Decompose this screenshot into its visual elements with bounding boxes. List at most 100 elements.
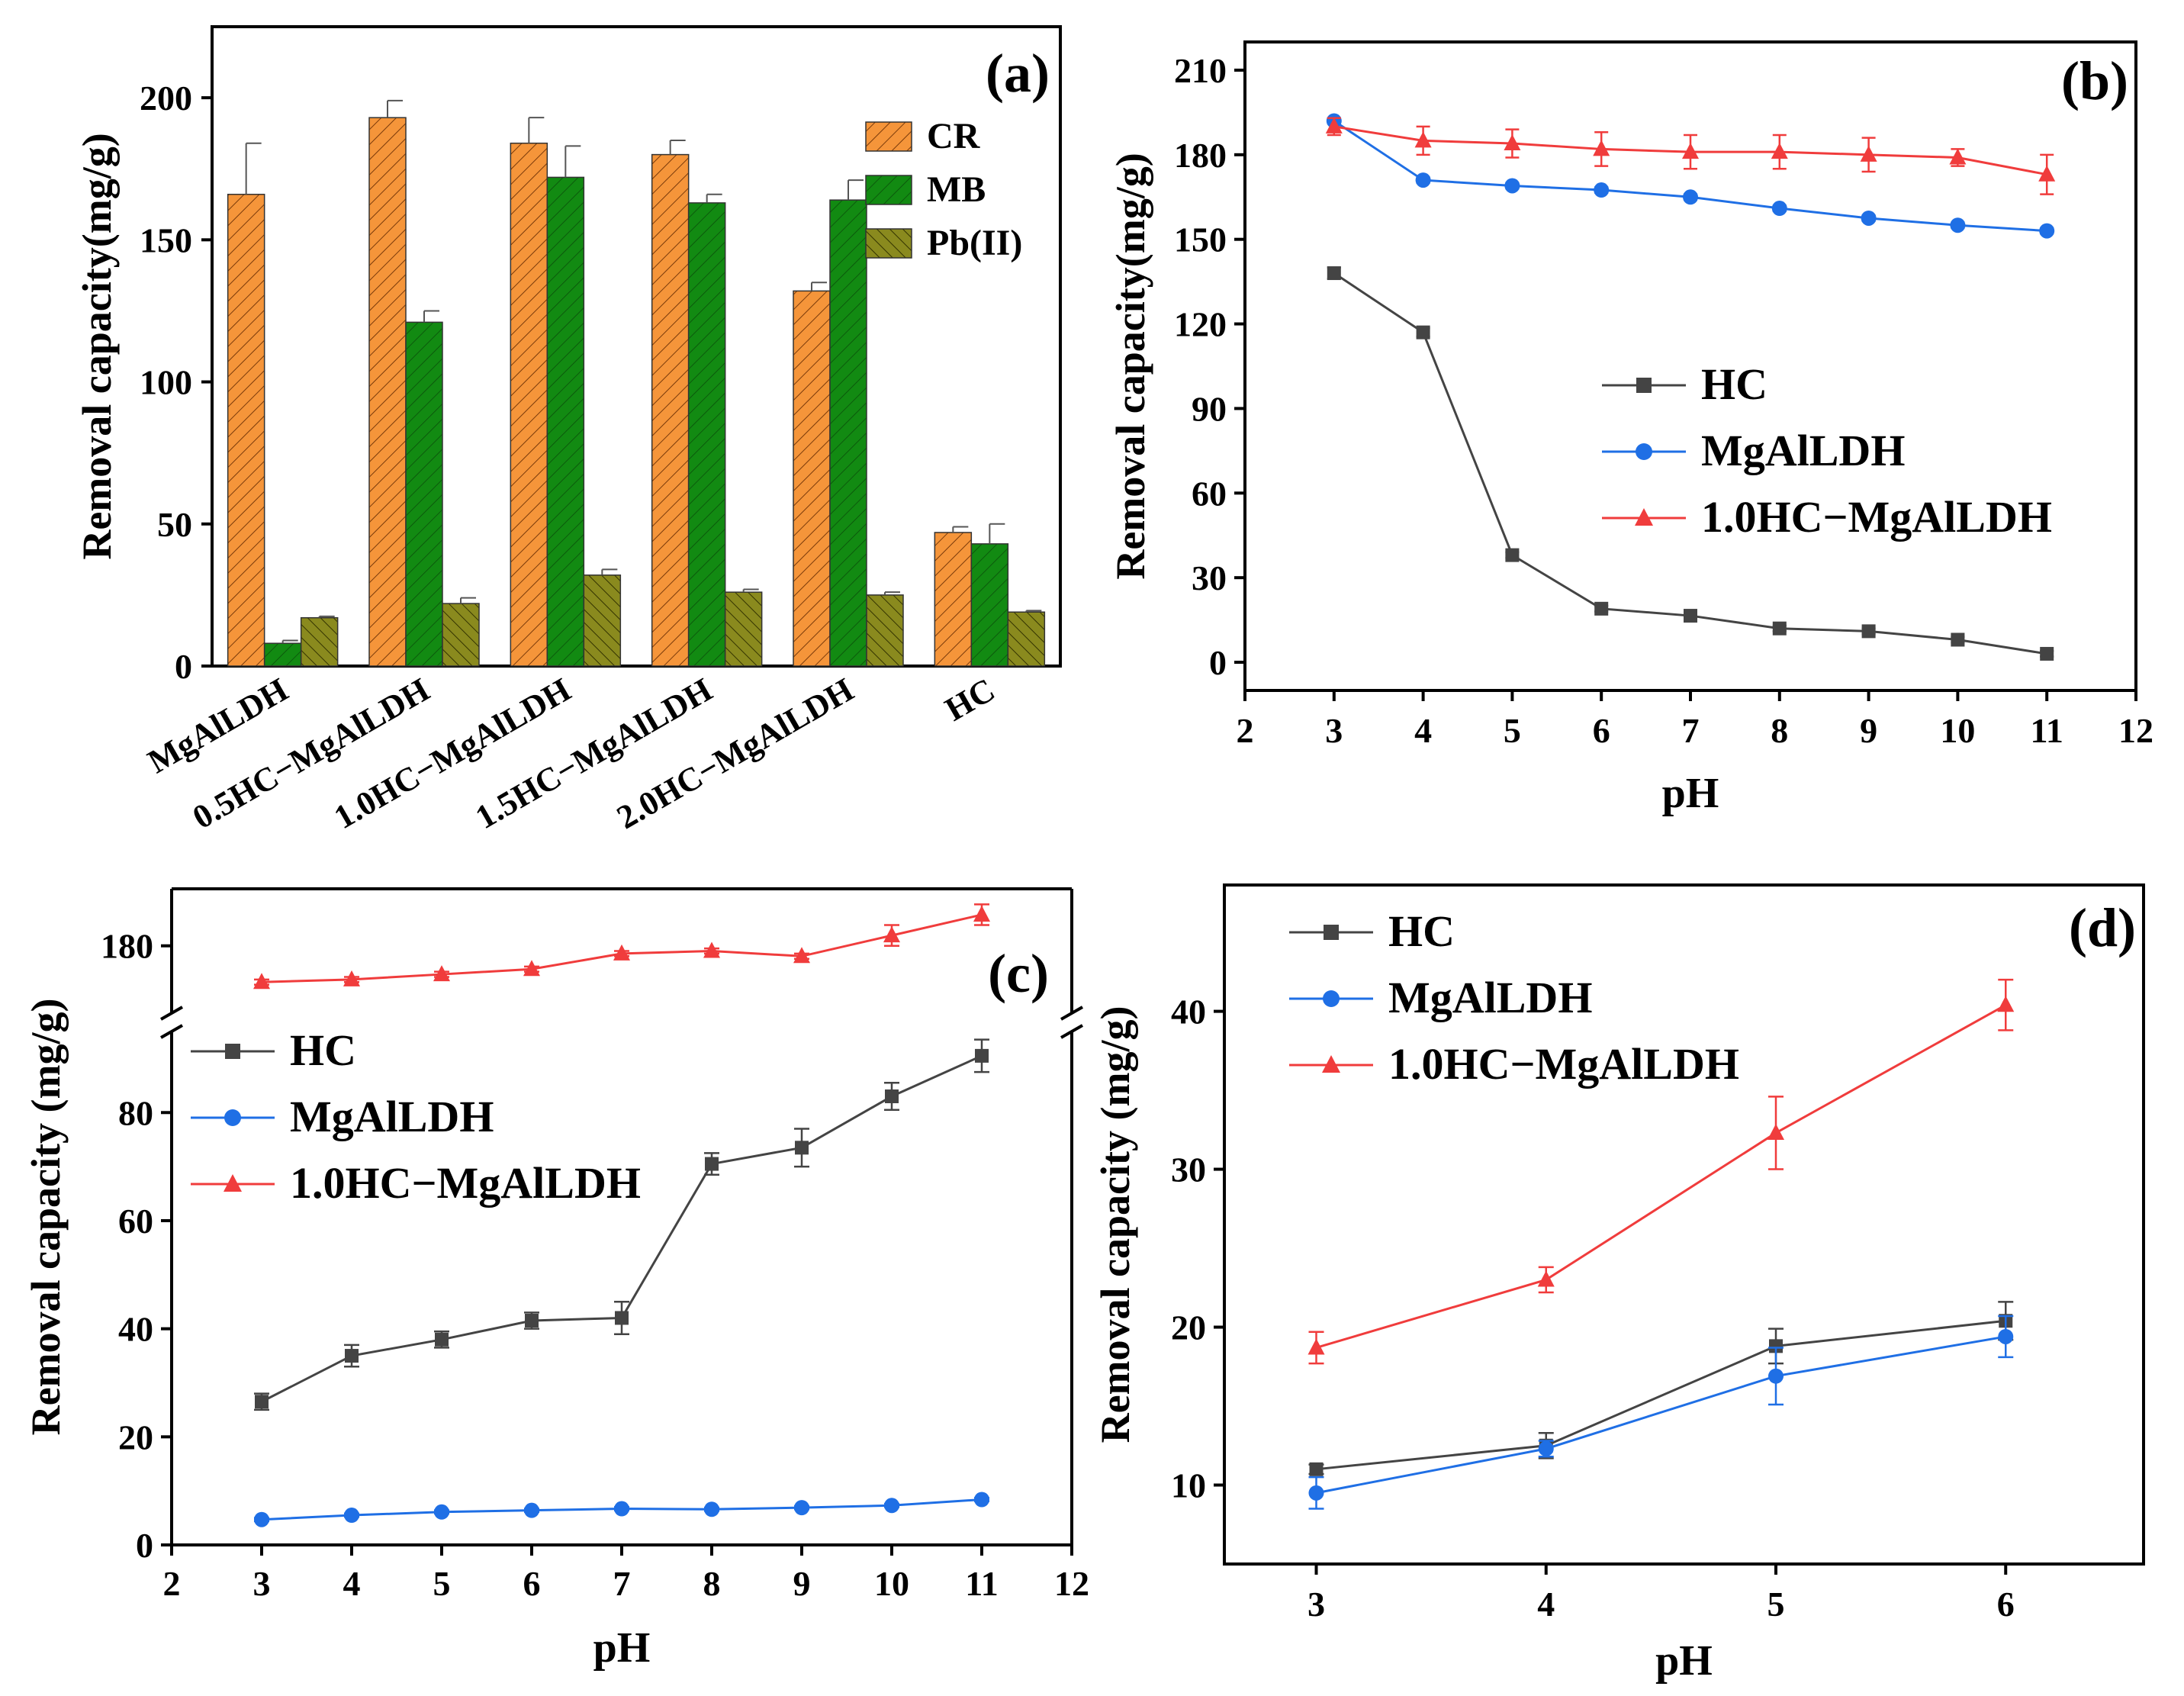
- panel-label: (a): [986, 43, 1050, 104]
- legend-swatch-cr: [865, 121, 912, 152]
- error-bar-cr-1-0hc-mgalldh: [528, 117, 545, 143]
- bar-mb-mgalldh: [263, 642, 302, 667]
- legend-marker-mgalldh: [1323, 990, 1340, 1007]
- error-bar-pb-ii-1-0hc-mgalldh: [601, 568, 618, 575]
- point-1-0hc-mgalldh: [1308, 1338, 1325, 1355]
- y-tick-label: 60: [118, 1202, 153, 1241]
- bar-pb-ii-2-0hc-mgalldh: [866, 594, 904, 667]
- point-mgalldh: [1771, 201, 1787, 217]
- bar-mb-0-5hc-mgalldh: [405, 321, 443, 667]
- x-tick-label: 4: [343, 1564, 361, 1603]
- bar-cr-hc: [934, 532, 973, 667]
- point-mgalldh: [434, 1504, 449, 1520]
- point-hc: [435, 1332, 449, 1347]
- error-bar-pb-ii-mgalldh: [318, 615, 335, 618]
- point-1-0hc-mgalldh: [1325, 117, 1343, 134]
- panel-label: (d): [2069, 897, 2136, 958]
- error-bar-cr-hc: [952, 526, 969, 533]
- point-mgalldh: [524, 1502, 539, 1518]
- point-hc: [1416, 325, 1430, 340]
- y-tick-label: 10: [1171, 1466, 1206, 1505]
- panel-label: (c): [988, 943, 1049, 1004]
- point-mgalldh: [1768, 1368, 1784, 1384]
- x-tick-label: 3: [253, 1564, 271, 1603]
- point-hc: [1594, 601, 1609, 616]
- bar-mb-hc: [970, 543, 1009, 667]
- x-tick-label: 7: [1682, 711, 1700, 750]
- y-tick-label: 20: [1171, 1308, 1206, 1347]
- y-axis-label: Removal capacity(mg/g): [1108, 153, 1153, 579]
- error-bar-pb-ii-hc: [1025, 610, 1042, 613]
- y-tick-label: 180: [101, 927, 153, 966]
- y-tick-label: 0: [136, 1526, 153, 1565]
- x-tick-label: 4: [1537, 1585, 1555, 1624]
- point-mgalldh: [1538, 1440, 1554, 1456]
- point-hc: [255, 1395, 269, 1409]
- point-hc: [2040, 646, 2054, 661]
- y-axis-label: Removal capacity (mg/g): [23, 999, 69, 1436]
- line-hc: [1316, 1319, 2006, 1471]
- point-1-0hc-mgalldh: [523, 960, 540, 977]
- bar-mb-1-5hc-mgalldh: [687, 202, 726, 667]
- y-tick-label: 20: [118, 1418, 153, 1456]
- legend-label-1-0hc-mgalldh: 1.0HC−MgAlLDH: [290, 1158, 641, 1208]
- plot-frame: [1223, 883, 2145, 1566]
- point-hc: [1769, 1339, 1783, 1353]
- point-1-0hc-mgalldh: [1537, 1270, 1555, 1287]
- bar-cr-mgalldh: [227, 193, 265, 667]
- legend-marker-hc: [1636, 378, 1652, 393]
- point-1-0hc-mgalldh: [1504, 134, 1521, 151]
- legend-label-mb: MB: [927, 169, 986, 210]
- point-1-0hc-mgalldh: [1997, 996, 2015, 1012]
- line-1-0hc-mgalldh: [1316, 1003, 2006, 1349]
- y-tick-label: 100: [140, 363, 192, 402]
- y-tick-label: 0: [1209, 643, 1227, 682]
- y-tick-label: 90: [1192, 389, 1227, 428]
- point-1-0hc-mgalldh: [433, 965, 450, 982]
- point-hc: [795, 1141, 809, 1155]
- x-tick-label: 5: [1504, 711, 1521, 750]
- error-bar-mb-hc: [989, 523, 1005, 544]
- y-tick-label: 150: [140, 220, 192, 259]
- legend-swatch-pb-ii: [865, 228, 912, 259]
- y-tick-label: 30: [1171, 1151, 1206, 1189]
- error-bar-pb-ii-2-0hc-mgalldh: [884, 591, 900, 595]
- error-bar-pb-ii-0-5hc-mgalldh: [460, 597, 476, 604]
- point-hc: [1772, 621, 1787, 636]
- legend-marker-mgalldh: [224, 1109, 241, 1126]
- point-mgalldh: [1861, 210, 1877, 226]
- point-hc: [615, 1311, 629, 1325]
- x-tick-label: 2: [163, 1564, 181, 1603]
- x-tick-label: HC: [939, 671, 1002, 728]
- point-mgalldh: [1308, 1485, 1324, 1501]
- x-tick-label: 9: [793, 1564, 811, 1603]
- y-axis-label: Removal capacity (mg/g): [1092, 1006, 1138, 1443]
- legend-label-hc: HC: [1701, 359, 1767, 409]
- x-tick-label: 8: [1771, 711, 1788, 750]
- y-tick-label: 40: [1171, 993, 1206, 1031]
- bar-pb-ii-hc: [1007, 611, 1046, 667]
- point-mgalldh: [1504, 178, 1520, 194]
- point-1-0hc-mgalldh: [883, 926, 900, 943]
- point-hc: [885, 1089, 899, 1104]
- y-tick-label: 120: [1174, 305, 1227, 344]
- y-tick-label: 60: [1192, 474, 1227, 513]
- bar-pb-ii-0-5hc-mgalldh: [442, 603, 480, 667]
- legend-label-1-0hc-mgalldh: 1.0HC−MgAlLDH: [1388, 1039, 1739, 1089]
- x-tick-label: 8: [703, 1564, 721, 1603]
- point-1-0hc-mgalldh: [253, 973, 270, 990]
- x-tick-label: 3: [1308, 1585, 1325, 1624]
- legend-marker-1-0hc-mgalldh: [224, 1174, 242, 1192]
- bar-cr-2-0hc-mgalldh: [793, 290, 831, 667]
- legend-label-1-0hc-mgalldh: 1.0HC−MgAlLDH: [1701, 492, 2052, 542]
- point-mgalldh: [254, 1511, 269, 1527]
- y-tick-label: 30: [1192, 558, 1227, 597]
- legend-label-hc: HC: [290, 1025, 356, 1075]
- x-axis-label: pH: [1655, 1637, 1713, 1685]
- point-mgalldh: [884, 1498, 899, 1514]
- bar-cr-1-5hc-mgalldh: [651, 153, 690, 667]
- bar-pb-ii-mgalldh: [300, 616, 339, 667]
- x-tick-label: 9: [1860, 711, 1877, 750]
- error-bar-pb-ii-1-5hc-mgalldh: [742, 588, 759, 593]
